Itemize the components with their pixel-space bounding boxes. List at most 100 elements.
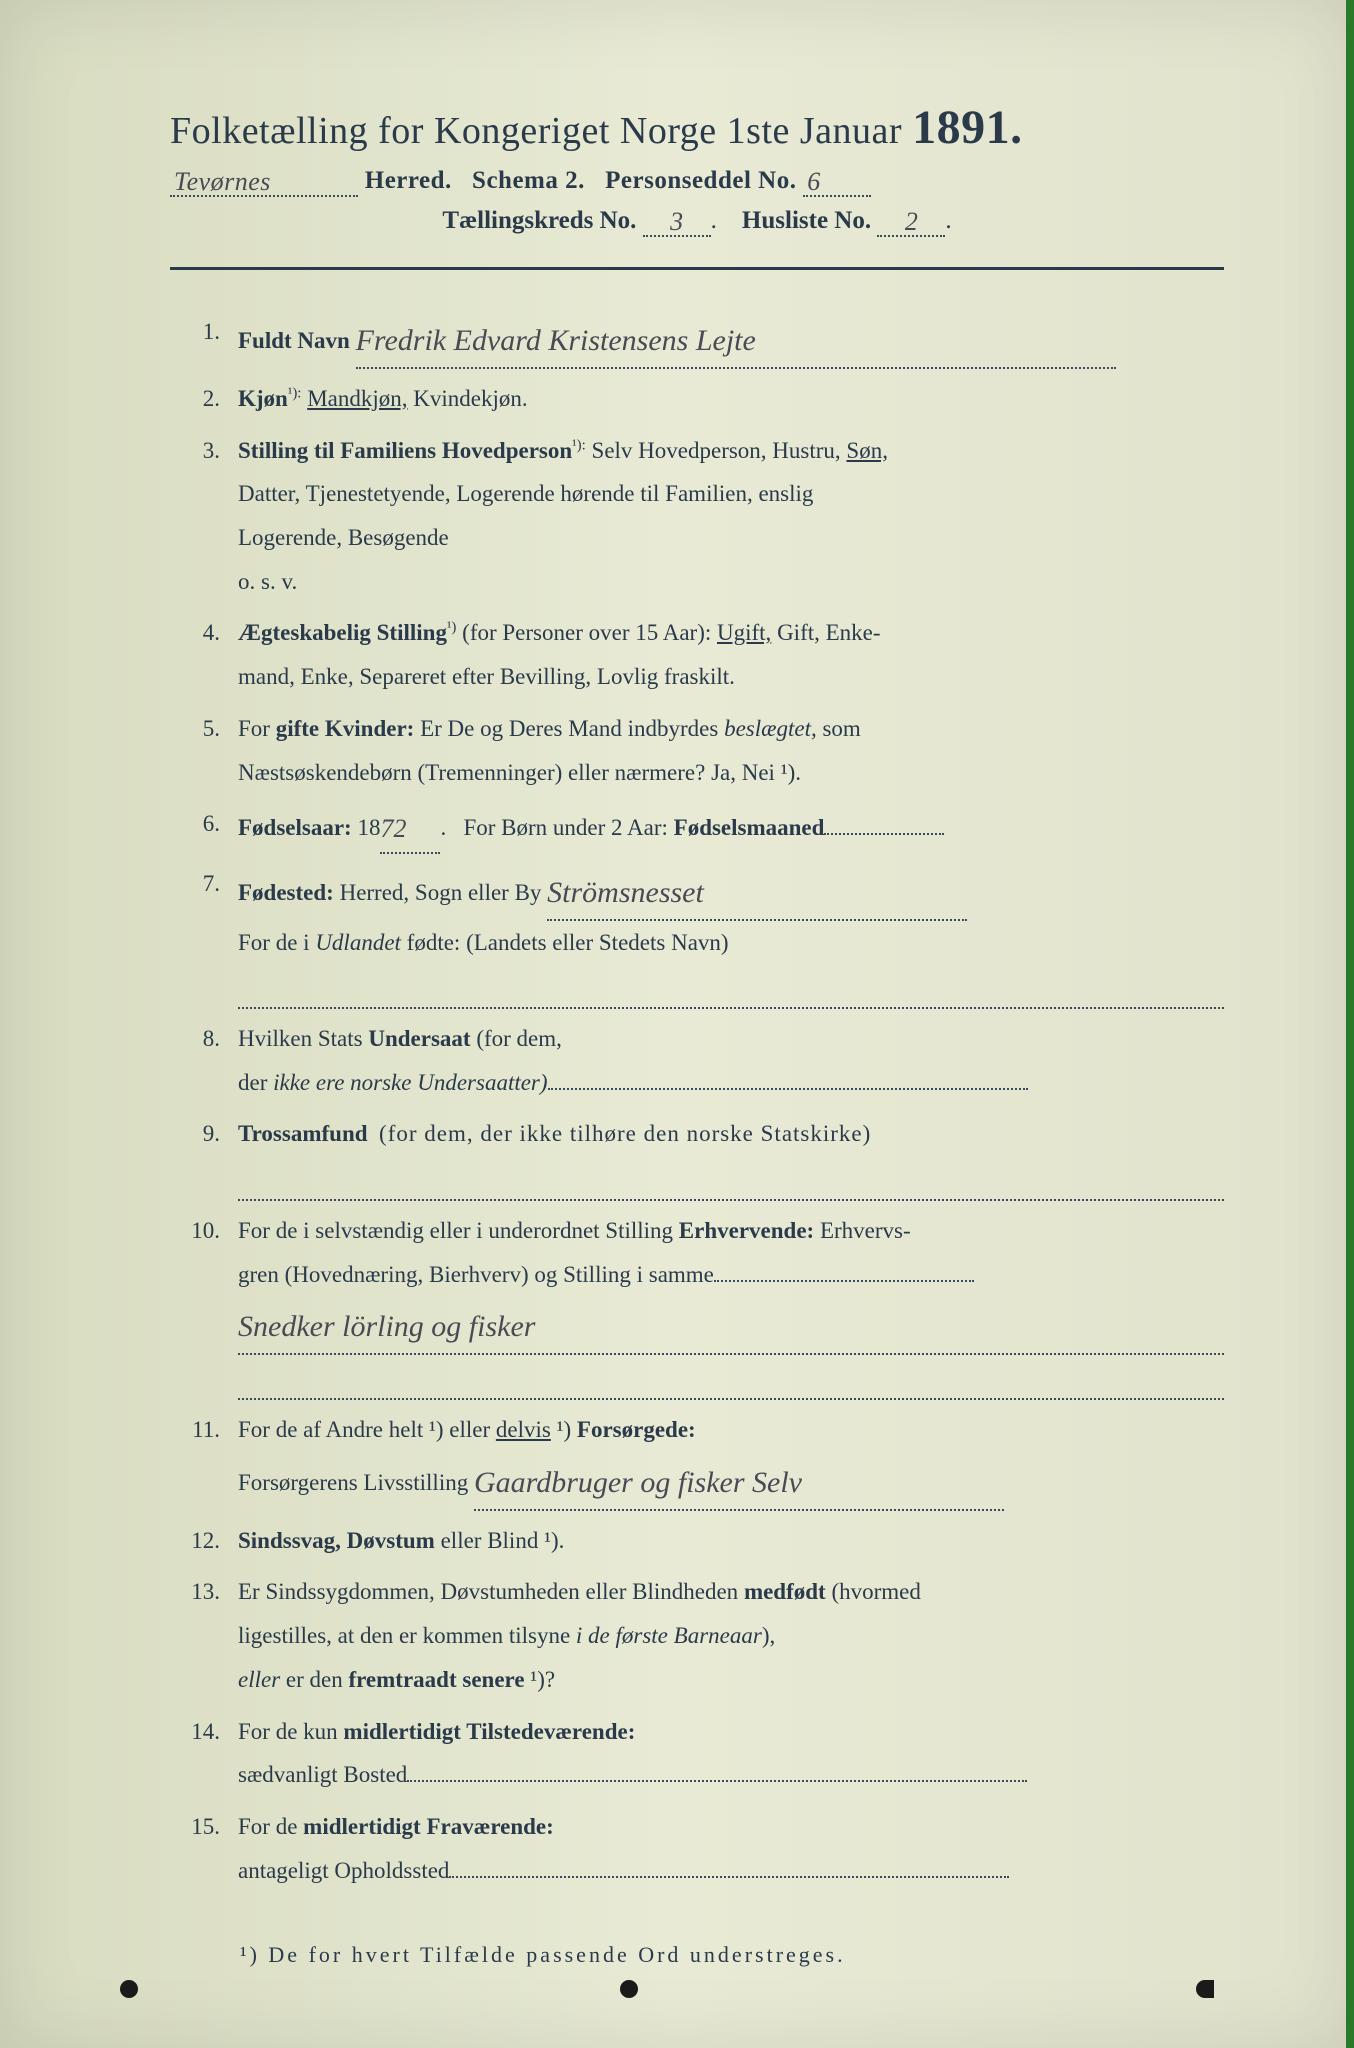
- e11-label: Forsørgede:: [577, 1417, 696, 1442]
- e12-text: eller Blind ¹).: [435, 1528, 565, 1553]
- husliste-label: Husliste No.: [742, 207, 871, 234]
- e13-bold1: medfødt: [744, 1579, 826, 1604]
- e5-italic: beslægtet,: [724, 716, 817, 741]
- schema-label: Schema 2.: [472, 167, 585, 194]
- e3-line1b: Søn,: [846, 438, 888, 463]
- entry-num: 15.: [170, 1805, 238, 1892]
- e4-line1b: Ugift,: [717, 620, 771, 645]
- e7-value: Strömsnesset: [547, 876, 704, 909]
- entry-num: 12.: [170, 1519, 238, 1563]
- e15-bold: midlertidigt Fraværende:: [303, 1814, 554, 1839]
- entries-list: 1. Fuldt Navn Fredrik Edvard Kristensens…: [170, 310, 1224, 1892]
- herred-value: Tevørnes: [174, 167, 271, 196]
- e7-text1: Herred, Sogn eller By: [340, 880, 542, 905]
- e2-label: Kjøn: [238, 386, 288, 411]
- e4-line2: mand, Enke, Separeret efter Bevilling, L…: [238, 664, 735, 689]
- e8-label: Undersaat: [368, 1026, 470, 1051]
- personseddel-value: 6: [807, 167, 821, 196]
- entry-num: 4.: [170, 611, 238, 698]
- e3-line3: Logerende, Besøgende: [238, 525, 449, 550]
- blank-line: [238, 970, 1224, 1009]
- kreds-value: 3: [670, 207, 683, 236]
- e6-label: Fødselsaar:: [238, 815, 352, 840]
- e4-line1c: Gift, Enke-: [771, 620, 880, 645]
- e8-line1a: Hvilken Stats: [238, 1026, 368, 1051]
- e10-line1b: Erhvervs-: [814, 1218, 910, 1243]
- entry-5: 5. For gifte Kvinder: Er De og Deres Man…: [170, 707, 1224, 794]
- e13-line2b: ),: [762, 1623, 775, 1648]
- e8-line2a: der: [238, 1070, 273, 1095]
- e14-bold: midlertidigt Tilstedeværende:: [343, 1719, 635, 1744]
- entry-2: 2. Kjøn¹): Mandkjøn, Kvindekjøn.: [170, 377, 1224, 421]
- entry-11: 11. For de af Andre helt ¹) eller delvis…: [170, 1408, 1224, 1511]
- e13-line2a: ligestilles, at den er kommen tilsyne: [238, 1623, 576, 1648]
- e1-label: Fuldt Navn: [238, 328, 350, 353]
- e15-line2: antageligt Opholdssted: [238, 1858, 449, 1883]
- entry-12: 12. Sindssvag, Døvstum eller Blind ¹).: [170, 1519, 1224, 1563]
- e9-text: (for dem, der ikke tilhøre den norske St…: [379, 1121, 871, 1146]
- entry-num: 13.: [170, 1570, 238, 1701]
- punch-hole: [120, 1980, 138, 1998]
- entry-num: 11.: [170, 1408, 238, 1511]
- e2-rest: Kvindekjøn.: [413, 386, 527, 411]
- e1-value: Fredrik Edvard Kristensens Lejte: [356, 324, 756, 357]
- entry-num: 2.: [170, 377, 238, 421]
- entry-10: 10. For de i selvstændig eller i underor…: [170, 1209, 1224, 1400]
- e7-label: Fødested:: [238, 880, 334, 905]
- e4-note: ¹): [447, 620, 456, 636]
- e5-line1: Er De og Deres Mand indbyrdes: [414, 716, 724, 741]
- e5-line2: Næstsøskendebørn (Tremenninger) eller næ…: [238, 760, 801, 785]
- entry-8: 8. Hvilken Stats Undersaat (for dem, der…: [170, 1017, 1224, 1104]
- e6-yvalue: 72: [380, 814, 406, 843]
- e6-mid: For Børn under 2 Aar:: [463, 815, 667, 840]
- e5-prefix: For: [238, 716, 276, 741]
- entry-num: 14.: [170, 1710, 238, 1797]
- e9-label: Trossamfund: [238, 1121, 368, 1146]
- e11-underlined: delvis: [496, 1417, 551, 1442]
- entry-num: 8.: [170, 1017, 238, 1104]
- entry-num: 7.: [170, 862, 238, 1009]
- e15-line1a: For de: [238, 1814, 303, 1839]
- e2-note: ¹):: [288, 385, 302, 401]
- e3-label: Stilling til Familiens Hovedperson: [238, 438, 572, 463]
- husliste-value: 2: [905, 207, 918, 236]
- entry-1: 1. Fuldt Navn Fredrik Edvard Kristensens…: [170, 310, 1224, 369]
- e3-note: ¹):: [572, 437, 586, 453]
- blank-line: [238, 1361, 1224, 1400]
- e7-line2a: For de i: [238, 930, 315, 955]
- entry-9: 9. Trossamfund (for dem, der ikke tilhør…: [170, 1112, 1224, 1200]
- e11-line2: Forsørgerens Livsstilling: [238, 1470, 468, 1495]
- e10-label: Erhvervende:: [679, 1218, 814, 1243]
- entry-6: 6. Fødselsaar: 1872. For Børn under 2 Aa…: [170, 802, 1224, 853]
- herred-label: Herred.: [365, 167, 452, 194]
- e11-value: Gaardbruger og fisker Selv: [474, 1466, 802, 1499]
- kreds-label: Tællingskreds No.: [442, 207, 636, 234]
- punch-hole: [1196, 1980, 1214, 1998]
- e14-line1a: For de kun: [238, 1719, 343, 1744]
- entry-num: 3.: [170, 429, 238, 604]
- subtitle-1: Tevørnes Herred. Schema 2. Personseddel …: [170, 165, 1224, 197]
- e5-line1b: som: [817, 716, 861, 741]
- divider: [170, 267, 1224, 270]
- entry-num: 10.: [170, 1209, 238, 1400]
- e10-line1a: For de i selvstændig eller i underordnet…: [238, 1218, 679, 1243]
- entry-15: 15. For de midlertidigt Fraværende: anta…: [170, 1805, 1224, 1892]
- e10-line2: gren (Hovednæring, Bierhverv) og Stillin…: [238, 1262, 714, 1287]
- entry-7: 7. Fødested: Herred, Sogn eller By Ström…: [170, 862, 1224, 1009]
- entry-3: 3. Stilling til Familiens Hovedperson¹):…: [170, 429, 1224, 604]
- e13-line3b: ¹)?: [525, 1667, 556, 1692]
- e13-line3i: eller: [238, 1667, 280, 1692]
- footnote: ¹) De for hvert Tilfælde passende Ord un…: [240, 1942, 1224, 1968]
- e13-bold3: fremtraadt senere: [348, 1667, 524, 1692]
- personseddel-label: Personseddel No.: [605, 167, 796, 194]
- entry-num: 5.: [170, 707, 238, 794]
- e14-line2: sædvanligt Bosted: [238, 1762, 407, 1787]
- e13-line1a: Er Sindssygdommen, Døvstumheden eller Bl…: [238, 1579, 744, 1604]
- e6-label2: Fødselsmaaned: [674, 815, 825, 840]
- entry-num: 9.: [170, 1112, 238, 1200]
- page-title: Folketælling for Kongeriget Norge 1ste J…: [170, 100, 1224, 155]
- e2-underlined: Mandkjøn,: [307, 386, 407, 411]
- e7-line2i: Udlandet: [315, 930, 401, 955]
- e5-label: gifte Kvinder:: [276, 716, 415, 741]
- e3-line4: o. s. v.: [238, 569, 297, 594]
